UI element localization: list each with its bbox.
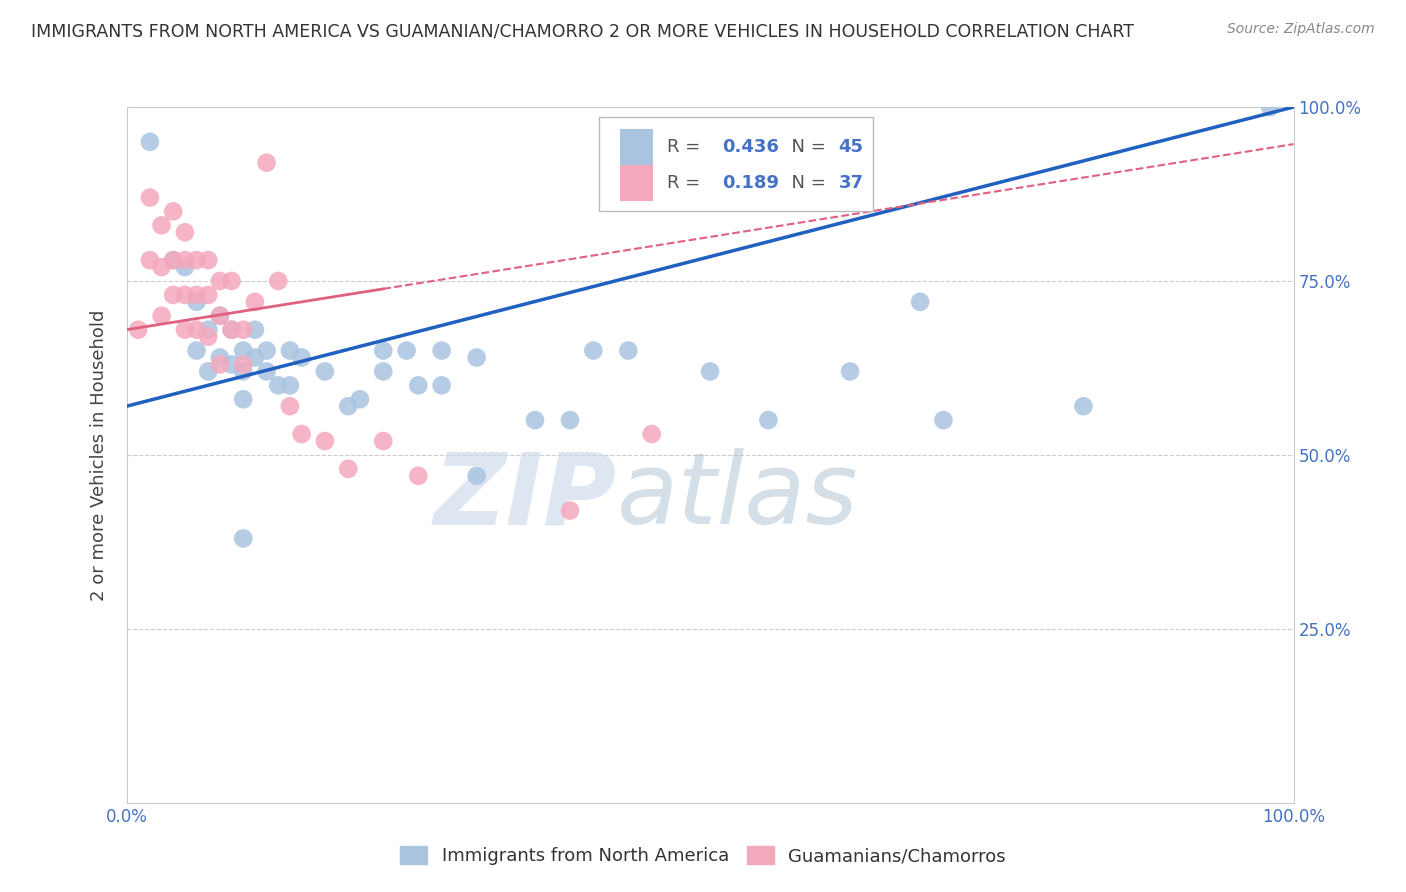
Point: [186, 294, 208, 309]
Point: [408, 468, 430, 483]
Text: 37: 37: [838, 174, 863, 192]
Point: [208, 274, 231, 288]
Point: [278, 378, 301, 392]
Text: ZIP: ZIP: [433, 448, 617, 545]
Point: [465, 351, 488, 365]
Point: [290, 427, 312, 442]
Point: [174, 260, 197, 274]
Point: [430, 343, 453, 358]
Point: [150, 260, 173, 274]
Point: [290, 351, 312, 365]
Point: [174, 288, 197, 302]
Point: [197, 253, 219, 268]
Point: [174, 225, 197, 239]
Point: [243, 351, 266, 365]
Text: 0.436: 0.436: [721, 138, 779, 156]
Point: [162, 204, 184, 219]
Point: [127, 323, 149, 337]
Point: [139, 253, 162, 268]
Point: [232, 358, 254, 372]
Point: [558, 413, 581, 427]
Point: [232, 343, 254, 358]
Point: [256, 364, 278, 378]
Point: [186, 288, 208, 302]
Point: [232, 532, 254, 546]
Point: [197, 288, 219, 302]
Text: IMMIGRANTS FROM NORTH AMERICA VS GUAMANIAN/CHAMORRO 2 OR MORE VEHICLES IN HOUSEH: IMMIGRANTS FROM NORTH AMERICA VS GUAMANI…: [31, 22, 1133, 40]
Point: [139, 135, 162, 149]
Point: [373, 364, 395, 378]
Point: [256, 155, 278, 169]
Point: [337, 399, 360, 413]
Point: [349, 392, 371, 407]
Point: [373, 343, 395, 358]
Point: [186, 253, 208, 268]
Point: [232, 392, 254, 407]
Point: [186, 343, 208, 358]
Text: 0.189: 0.189: [721, 174, 779, 192]
Point: [278, 343, 301, 358]
Point: [208, 358, 231, 372]
Legend: Immigrants from North America, Guamanians/Chamorros: Immigrants from North America, Guamanian…: [391, 837, 1015, 874]
Point: [1073, 399, 1095, 413]
Point: [243, 294, 266, 309]
Point: [174, 323, 197, 337]
Point: [314, 364, 336, 378]
Y-axis label: 2 or more Vehicles in Household: 2 or more Vehicles in Household: [90, 310, 108, 600]
Point: [582, 343, 605, 358]
Point: [699, 364, 721, 378]
Text: Source: ZipAtlas.com: Source: ZipAtlas.com: [1227, 22, 1375, 37]
Point: [314, 434, 336, 448]
Point: [162, 253, 184, 268]
Point: [267, 378, 290, 392]
Point: [162, 253, 184, 268]
Point: [150, 219, 173, 233]
Point: [208, 309, 231, 323]
Point: [267, 274, 290, 288]
Point: [756, 413, 779, 427]
FancyBboxPatch shape: [620, 128, 652, 165]
Point: [221, 358, 243, 372]
Point: [162, 288, 184, 302]
Point: [641, 427, 664, 442]
Point: [839, 364, 862, 378]
Point: [523, 413, 546, 427]
Point: [232, 323, 254, 337]
Point: [197, 323, 219, 337]
Text: R =: R =: [666, 174, 706, 192]
Text: R =: R =: [666, 138, 706, 156]
Point: [208, 309, 231, 323]
Point: [208, 351, 231, 365]
Point: [465, 468, 488, 483]
Point: [256, 343, 278, 358]
Point: [186, 323, 208, 337]
Point: [395, 343, 418, 358]
Point: [430, 378, 453, 392]
Point: [617, 343, 640, 358]
Point: [174, 253, 197, 268]
Text: N =: N =: [780, 174, 831, 192]
Point: [243, 323, 266, 337]
Point: [373, 434, 395, 448]
Point: [197, 364, 219, 378]
Text: 45: 45: [838, 138, 863, 156]
Point: [232, 364, 254, 378]
Point: [139, 190, 162, 204]
Point: [932, 413, 955, 427]
FancyBboxPatch shape: [599, 118, 873, 211]
Point: [278, 399, 301, 413]
Point: [408, 378, 430, 392]
Point: [1258, 100, 1281, 114]
Point: [221, 323, 243, 337]
Text: N =: N =: [780, 138, 831, 156]
Point: [150, 309, 173, 323]
FancyBboxPatch shape: [620, 165, 652, 201]
Point: [221, 323, 243, 337]
Point: [197, 329, 219, 343]
Point: [558, 503, 581, 517]
Text: atlas: atlas: [617, 448, 858, 545]
Point: [221, 274, 243, 288]
Point: [337, 462, 360, 476]
Point: [908, 294, 931, 309]
